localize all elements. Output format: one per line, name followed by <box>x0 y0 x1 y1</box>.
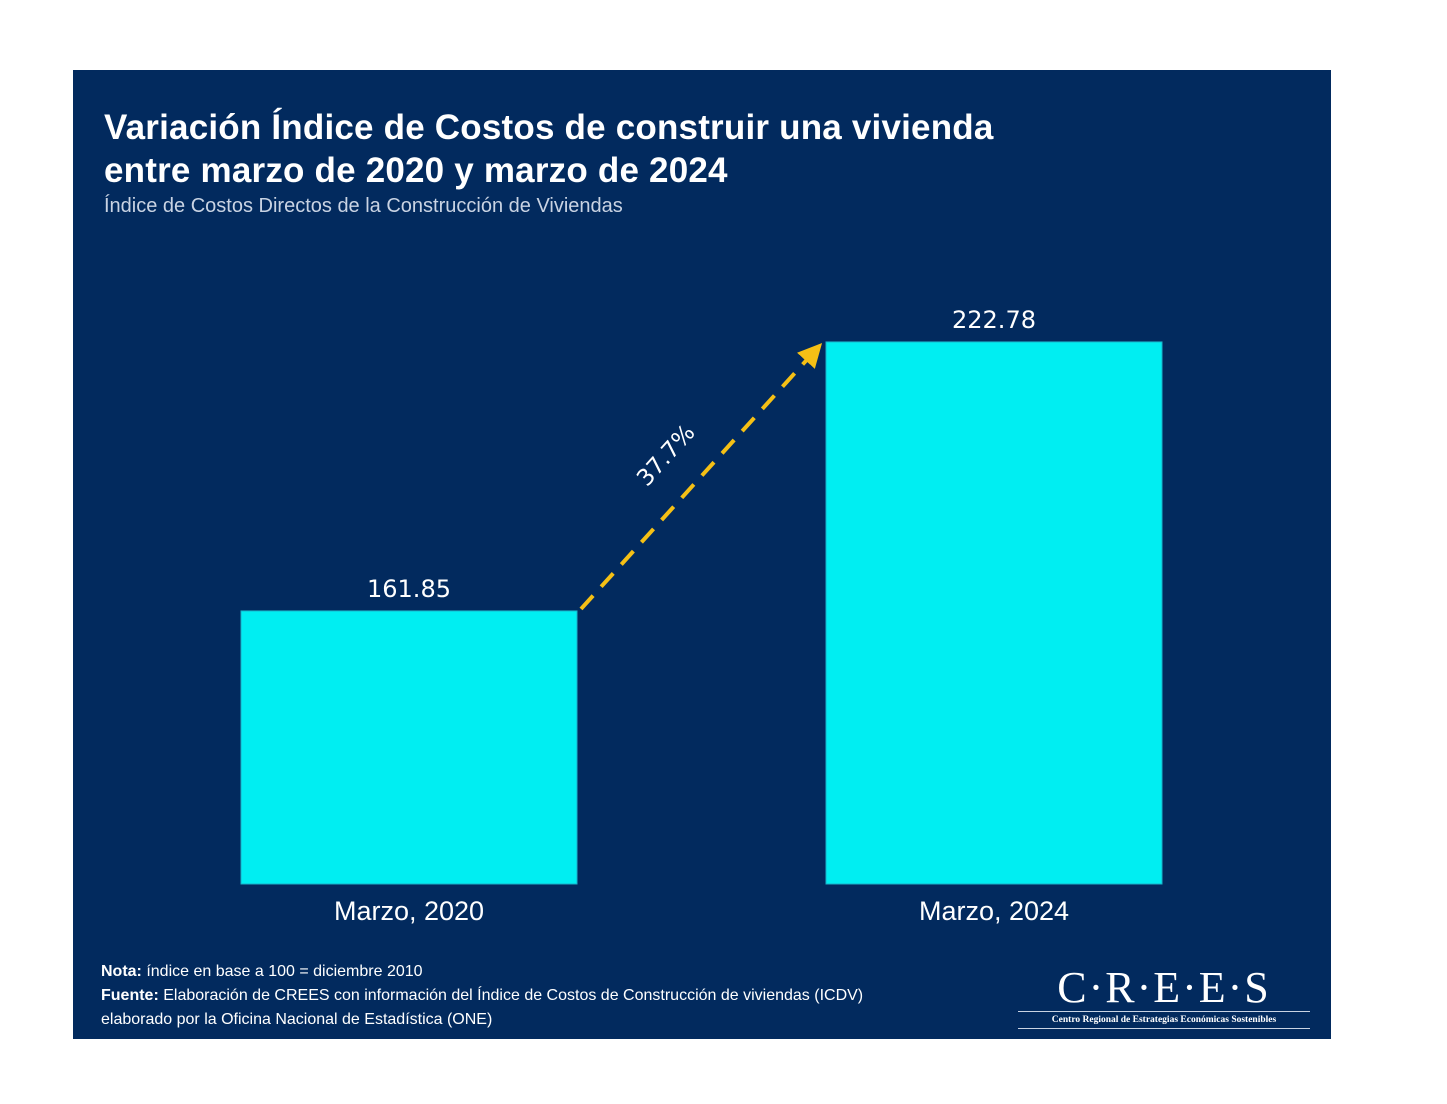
note-line: Nota: índice en base a 100 = diciembre 2… <box>101 960 921 984</box>
logo-rule-top <box>1018 1011 1310 1012</box>
bar-1 <box>240 610 578 885</box>
source-text: Elaboración de CREES con información del… <box>101 987 864 1028</box>
growth-arrow <box>579 343 823 611</box>
note-text: índice en base a 100 = diciembre 2010 <box>141 963 423 980</box>
chart-title-line-1: Variación Índice de Costos de construir … <box>104 108 994 147</box>
source-label: Fuente: <box>101 987 159 1004</box>
labels-layer: 161.85 Marzo, 2020 222.78 Marzo, 2024 <box>334 306 1069 926</box>
note-label: Nota: <box>101 963 142 980</box>
annotation-layer: 37.7% <box>579 343 823 611</box>
chart-title: Variación Índice de Costos de construir … <box>104 106 994 192</box>
x-tick-label-2: Marzo, 2024 <box>919 896 1069 926</box>
chart-subtitle: Índice de Costos Directos de la Construc… <box>104 195 623 217</box>
data-label-2: 222.78 <box>952 306 1036 334</box>
bars-layer <box>240 341 1163 885</box>
footnote: Nota: índice en base a 100 = diciembre 2… <box>101 960 921 1032</box>
chart-title-line-2: entre marzo de 2020 y marzo de 2024 <box>104 151 728 190</box>
bar-2 <box>825 341 1163 885</box>
crees-logo: C·R·E·E·S Centro Regional de Estrategias… <box>1018 963 1310 1033</box>
logo-tagline: Centro Regional de Estrategias Económica… <box>1051 1015 1277 1025</box>
logo-rule-bottom <box>1018 1028 1310 1029</box>
x-tick-label-1: Marzo, 2020 <box>334 896 484 926</box>
bar-chart: 161.85 Marzo, 2020 222.78 Marzo, 2024 37.7% <box>240 306 1163 926</box>
source-line: Fuente: Elaboración de CREES con informa… <box>101 984 921 1032</box>
chart-panel: Variación Índice de Costos de construir … <box>73 70 1331 1039</box>
logo-wordmark: C·R·E·E·S <box>1057 963 1271 1012</box>
data-label-1: 161.85 <box>367 575 451 603</box>
growth-percent-label: 37.7% <box>632 420 700 492</box>
